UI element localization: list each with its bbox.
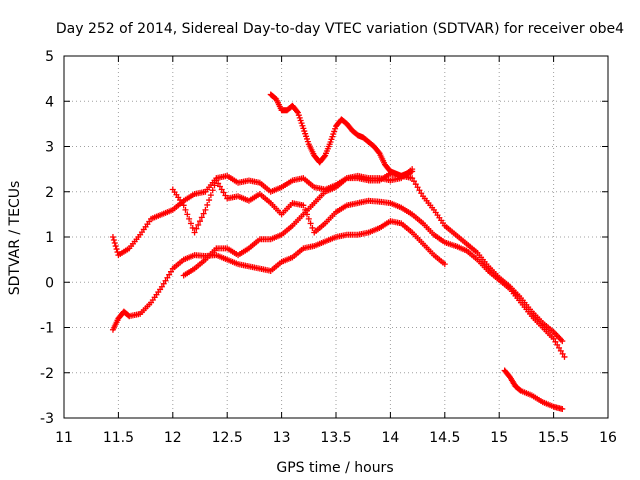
data-point <box>559 338 566 345</box>
data-point <box>412 181 419 188</box>
x-axis-label: GPS time / hours <box>276 460 393 476</box>
chart-title: Day 252 of 2014, Sidereal Day-to-day VTE… <box>56 21 624 37</box>
data-point <box>305 215 312 222</box>
data-point <box>414 184 421 191</box>
data-point <box>218 186 225 193</box>
y-axis-label: SDTVAR / TECUs <box>7 181 23 296</box>
x-tick-label: 11 <box>55 430 73 446</box>
data-point <box>300 202 307 209</box>
data-point <box>109 234 116 240</box>
x-tick-label: 13.5 <box>320 430 351 446</box>
data-point <box>195 221 202 228</box>
x-tick-label: 12.5 <box>212 430 243 446</box>
y-tick-label: -2 <box>40 366 54 382</box>
data-points <box>109 91 568 412</box>
data-point <box>418 190 425 197</box>
data-point <box>554 341 561 348</box>
data-point <box>557 347 564 354</box>
data-point <box>200 210 207 217</box>
data-point <box>559 350 566 357</box>
data-point <box>204 201 211 208</box>
data-point <box>162 277 169 284</box>
data-point <box>552 338 559 345</box>
data-point <box>309 224 316 231</box>
data-point <box>410 178 417 185</box>
data-point <box>160 280 167 287</box>
data-point <box>166 271 173 278</box>
y-axis-ticks: -3 -2 -1 0 1 2 3 4 5 <box>40 49 608 427</box>
data-point <box>198 214 205 221</box>
data-point <box>111 240 118 247</box>
data-point <box>186 215 193 222</box>
data-point <box>206 197 213 204</box>
y-tick-label: -1 <box>40 321 54 337</box>
x-tick-label: 15.5 <box>538 430 569 446</box>
data-point <box>561 353 568 360</box>
data-point <box>215 180 222 187</box>
data-point <box>110 237 117 244</box>
data-point <box>220 189 227 196</box>
data-point <box>222 192 229 199</box>
data-point <box>180 202 187 209</box>
data-point <box>213 177 220 184</box>
data-point <box>167 268 174 275</box>
x-tick-label: 15 <box>490 430 508 446</box>
y-tick-label: 5 <box>45 49 54 65</box>
data-point <box>294 108 301 115</box>
x-tick-label: 11.5 <box>103 430 134 446</box>
data-point <box>375 149 382 156</box>
data-point <box>556 344 563 351</box>
data-point <box>409 168 416 175</box>
data-point <box>207 192 214 199</box>
x-tick-label: 14.5 <box>429 430 460 446</box>
data-point <box>197 218 203 225</box>
data-point <box>202 206 209 213</box>
data-point <box>559 405 566 412</box>
x-axis-ticks: 11 11.5 12 12.5 13 13.5 14 14.5 15 15.5 16 <box>55 56 617 446</box>
y-tick-label: -3 <box>40 411 54 427</box>
x-tick-label: 13 <box>273 430 291 446</box>
data-point <box>216 183 223 190</box>
series-track-f <box>501 367 566 412</box>
data-point <box>158 283 165 290</box>
data-point <box>211 182 218 189</box>
data-point <box>191 229 198 236</box>
data-point <box>164 274 171 281</box>
data-point <box>321 153 328 160</box>
series-track-b <box>169 177 568 360</box>
x-tick-label: 12 <box>164 430 182 446</box>
data-point <box>416 187 423 194</box>
series-track-e <box>267 91 416 179</box>
data-point <box>550 335 557 342</box>
x-tick-label: 14 <box>381 430 399 446</box>
series-track-d <box>180 166 416 279</box>
y-tick-label: 2 <box>45 185 54 201</box>
data-point <box>307 220 314 227</box>
x-tick-label: 16 <box>599 430 617 446</box>
data-point <box>184 211 191 218</box>
y-tick-label: 0 <box>45 275 54 291</box>
y-tick-label: 1 <box>45 230 54 246</box>
data-point <box>112 243 119 250</box>
data-point <box>441 261 448 268</box>
data-point <box>187 220 194 227</box>
data-point <box>409 175 416 182</box>
data-point <box>113 246 120 253</box>
data-point <box>182 206 189 213</box>
data-point <box>193 225 200 232</box>
y-tick-label: 4 <box>45 94 54 110</box>
data-point <box>189 224 196 231</box>
y-tick-label: 3 <box>45 140 54 156</box>
data-point <box>209 187 216 194</box>
